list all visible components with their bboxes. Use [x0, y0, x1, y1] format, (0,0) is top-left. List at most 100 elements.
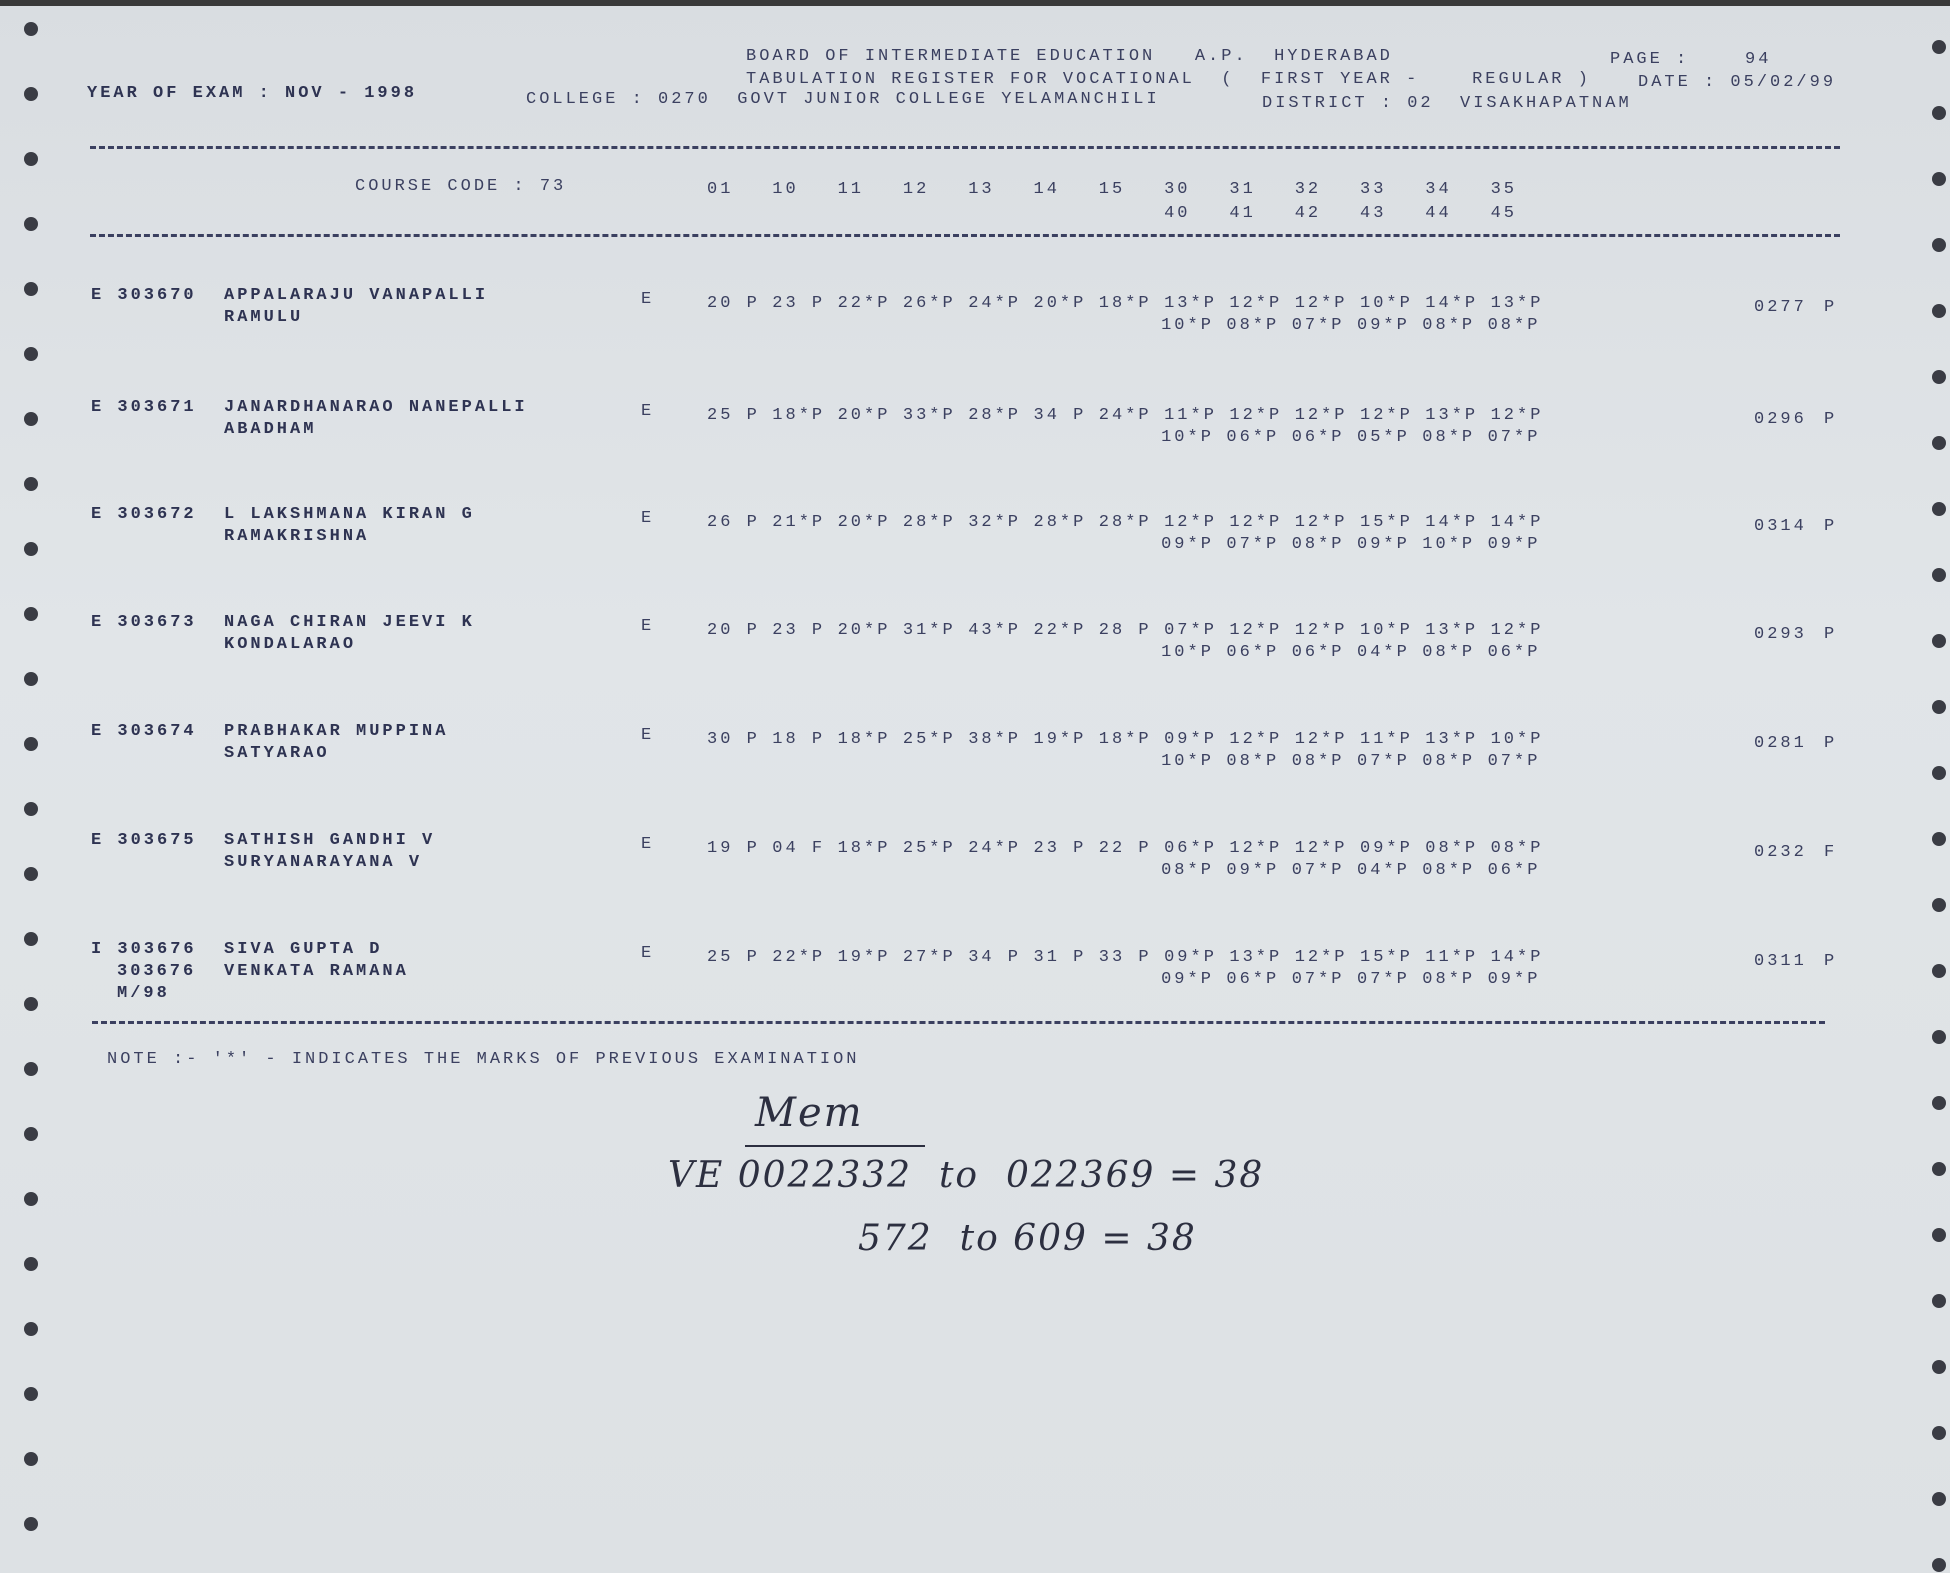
mark-cell: 04*P [1357, 861, 1410, 880]
mark-cell: 18*P [1098, 294, 1152, 313]
punch-hole [24, 282, 38, 296]
mark-cell: 07*P [1291, 861, 1345, 880]
mark-cell: 12*P [1294, 839, 1348, 858]
mark-cell: 28*P [902, 513, 956, 532]
mark-cell: 10*P [1490, 730, 1544, 749]
district: DISTRICT : 02 VISAKHAPATNAM [1262, 94, 1632, 113]
mark-cell: 14*P [1425, 513, 1479, 532]
mark-cell: 09*P [1360, 839, 1413, 858]
punch-hole [1932, 172, 1946, 186]
mark-cell: 18*P [837, 730, 891, 749]
result: P [1824, 410, 1838, 429]
subject-code: 10 [772, 180, 799, 199]
mark-cell: 26 P [707, 513, 760, 532]
course-code: COURSE CODE : 73 [355, 177, 567, 196]
mark-cell: 08*P [1291, 535, 1345, 554]
mark-cell: 28 P [1098, 621, 1152, 640]
medium: E [641, 944, 655, 963]
mark-cell: 38*P [968, 730, 1021, 749]
mark-cell: 08*P [1487, 316, 1541, 335]
subject-code: 45 [1490, 204, 1517, 223]
mark-cell: 06*P [1291, 643, 1345, 662]
mark-cell: 07*P [1226, 535, 1280, 554]
mark-cell: 08*P [1490, 839, 1544, 858]
mark-cell: 22*P [1033, 621, 1087, 640]
mark-cell: 26*P [902, 294, 956, 313]
punch-hole [24, 672, 38, 686]
mark-cell: 08*P [1422, 643, 1476, 662]
subject-code: 31 [1229, 180, 1256, 199]
mark-cell: 10*P [1161, 643, 1214, 662]
punch-hole [24, 477, 38, 491]
mark-cell: 14*P [1490, 948, 1544, 967]
mark-cell: 31 P [1033, 948, 1087, 967]
punch-hole [1932, 568, 1946, 582]
handwritten-note-2: 572 to 609 = 38 [858, 1218, 1197, 1259]
mark-cell: 33*P [902, 406, 956, 425]
punch-hole [1932, 1096, 1946, 1110]
mark-cell: 15*P [1360, 513, 1413, 532]
mark-cell: 28*P [1098, 513, 1152, 532]
punch-hole [1932, 1492, 1946, 1506]
mark-cell: 24*P [968, 839, 1021, 858]
total-marks: 0281 [1754, 734, 1807, 753]
mark-cell: 12*P [1294, 621, 1348, 640]
mark-cell: 08*P [1422, 861, 1476, 880]
punch-hole [1932, 1030, 1946, 1044]
mark-cell: 07*P [1487, 752, 1541, 771]
mark-cell: 12*P [1229, 406, 1283, 425]
mark-cell: 12*P [1294, 406, 1348, 425]
mark-cell: 04 F [772, 839, 826, 858]
total-marks: 0277 [1754, 298, 1807, 317]
subject-code: 11 [837, 180, 864, 199]
mark-cell: 12*P [1164, 513, 1217, 532]
mark-cell: 24*P [968, 294, 1021, 313]
mark-cell: 25 P [707, 406, 760, 425]
punch-hole [1932, 436, 1946, 450]
punch-hole [1932, 238, 1946, 252]
medium: E [641, 835, 655, 854]
mark-cell: 22 P [1098, 839, 1152, 858]
punch-hole [24, 932, 38, 946]
student-name: SIVA GUPTA D [224, 940, 383, 959]
punch-hole [1932, 40, 1946, 54]
student-name: JANARDHANARAO NANEPALLI [224, 398, 528, 417]
mark-cell: 11*P [1425, 948, 1479, 967]
mark-cell: 12*P [1229, 294, 1283, 313]
mark-cell: 23 P [1033, 839, 1087, 858]
mark-cell: 28*P [968, 406, 1021, 425]
student-name: APPALARAJU VANAPALLI [224, 286, 489, 305]
punch-hole [1932, 1558, 1946, 1572]
mark-cell: 25*P [902, 730, 956, 749]
mark-cell: 07*P [1357, 752, 1410, 771]
punch-hole [24, 217, 38, 231]
subject-code: 01 [707, 180, 734, 199]
punch-hole [24, 867, 38, 881]
subject-code: 40 [1164, 204, 1191, 223]
mark-cell: 10*P [1360, 294, 1413, 313]
mark-cell: 23 P [772, 621, 826, 640]
mark-cell: 18*P [1098, 730, 1152, 749]
mark-cell: 06*P [1164, 839, 1217, 858]
parent-name: RAMAKRISHNA [224, 527, 370, 546]
mark-cell: 19*P [1033, 730, 1087, 749]
registration-number: E 303671 [91, 398, 197, 417]
mark-cell: 08*P [1226, 316, 1280, 335]
mark-cell: 33 P [1098, 948, 1152, 967]
parent-name: ABADHAM [224, 420, 317, 439]
subject-code: 43 [1360, 204, 1387, 223]
mark-cell: 12*P [1294, 948, 1348, 967]
punch-hole [24, 737, 38, 751]
mark-cell: 06*P [1226, 970, 1280, 989]
divider [90, 146, 1840, 149]
mark-cell: 06*P [1291, 428, 1345, 447]
mark-cell: 12*P [1229, 513, 1283, 532]
parent-name: RAMULU [224, 308, 304, 327]
result: F [1824, 843, 1838, 862]
mark-cell: 09*P [1487, 535, 1541, 554]
mark-cell: 15*P [1360, 948, 1413, 967]
mark-cell: 12*P [1294, 294, 1348, 313]
registration-number: E 303674 [91, 722, 197, 741]
mark-cell: 12*P [1294, 513, 1348, 532]
registration-number: E 303672 [91, 505, 197, 524]
